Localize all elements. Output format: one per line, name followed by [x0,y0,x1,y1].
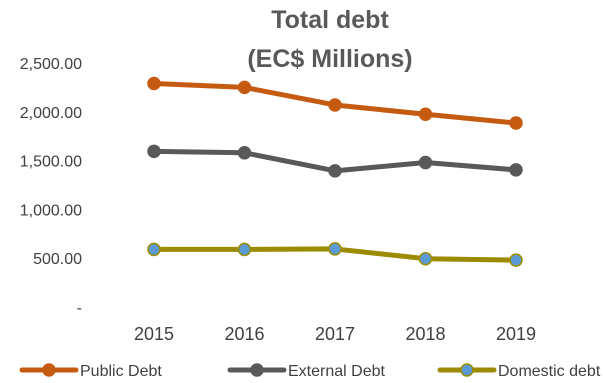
y-tick-label: 1,000.00 [20,202,82,219]
y-tick-label: 500.00 [33,251,82,268]
external-debt-point [237,146,252,160]
domestic-debt-legend-marker [460,363,474,377]
x-axis-tick-labels: 2015 2016 2017 2018 2019 [134,324,536,344]
domestic-debt-point [237,242,252,257]
domestic-debt-point [418,251,433,266]
domestic-debt-point [328,242,342,256]
domestic-debt-legend-label: Domestic debt [498,363,601,380]
x-tick-label: 2017 [315,324,355,344]
public-debt-point [509,116,523,130]
external-debt-legend-label: External Debt [288,363,385,380]
y-tick-label: 1,500.00 [20,154,82,171]
public-debt-point [147,76,161,91]
public-debt-legend-label: Public Debt [80,363,162,380]
public-debt-point [418,107,433,121]
legend: Public Debt External Debt Domestic debt [19,363,601,380]
external-debt-legend-marker [250,363,264,377]
domestic-debt-point [147,242,161,257]
external-debt-point [328,164,342,178]
public-debt-legend-marker [42,363,56,377]
x-tick-label: 2018 [405,324,445,344]
y-tick-label: - [77,300,82,317]
chart-title-line-2: (EC$ Millions) [247,45,412,73]
public-debt-point [328,98,342,112]
external-debt-point [509,163,523,177]
x-tick-label: 2015 [134,324,174,344]
y-tick-label: 2,000.00 [20,105,82,122]
y-tick-label: 2,500.00 [20,56,82,73]
x-tick-label: 2016 [224,324,264,344]
y-axis-tick-labels: - 500.00 1,000.00 1,500.00 2,000.00 2,500.00 [20,56,82,317]
domestic-debt-point [509,253,523,267]
series-layer [147,76,523,267]
public-debt-point [237,80,252,95]
external-debt-point [147,144,161,159]
x-tick-label: 2019 [496,324,536,344]
external-debt-point [418,155,433,170]
chart-title-line-1: Total debt [271,6,389,34]
